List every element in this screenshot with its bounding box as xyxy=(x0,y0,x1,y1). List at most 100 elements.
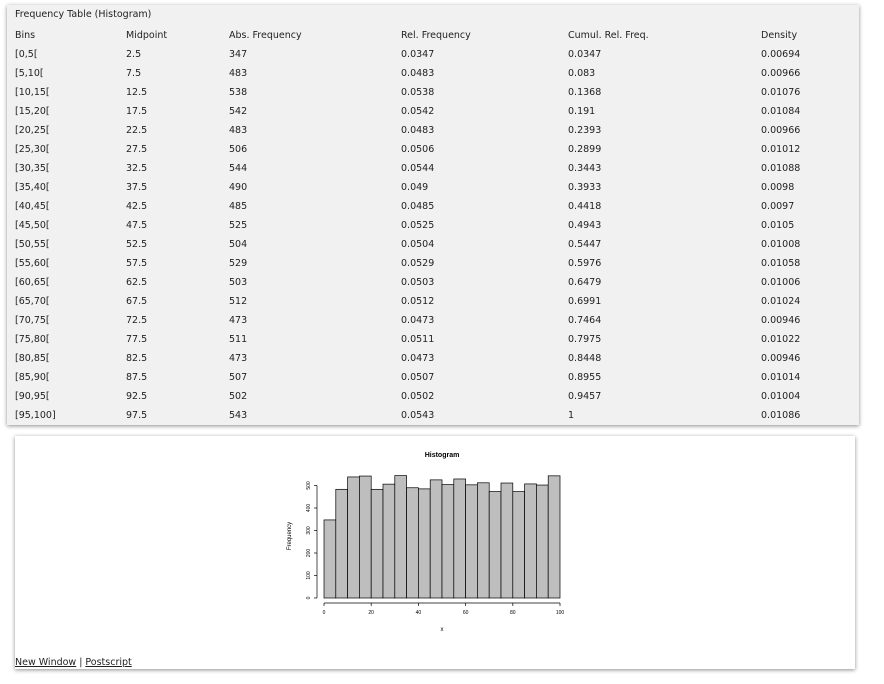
cell-bin: [95,100] xyxy=(15,410,56,421)
cell-midpoint: 67.5 xyxy=(126,296,148,307)
cell-cumul-rel-freq: 0.2899 xyxy=(568,144,602,155)
table-row: [50,55[52.5 504 0.0504 0.5447 0.01008 xyxy=(7,235,859,254)
cell-abs-frequency: 512 xyxy=(229,296,248,307)
x-tick-label: 80 xyxy=(510,610,516,616)
cell-density: 0.0098 xyxy=(761,182,795,193)
cell-bin: [30,35[ xyxy=(15,163,50,174)
histogram-bar xyxy=(441,484,455,599)
cell-abs-frequency: 542 xyxy=(229,106,248,117)
x-tick-label: 60 xyxy=(463,610,469,616)
cell-bin: [50,55[ xyxy=(15,239,50,250)
table-row: [55,60[57.5 529 0.0529 0.5976 0.01058 xyxy=(7,254,859,273)
histogram-bar xyxy=(536,484,549,599)
cell-midpoint: 87.5 xyxy=(126,372,148,383)
cell-midpoint: 37.5 xyxy=(126,182,148,193)
cell-cumul-rel-freq: 0.5976 xyxy=(568,258,602,269)
cell-rel-frequency: 0.0503 xyxy=(401,277,435,288)
column-header-bins: Bins xyxy=(15,30,36,41)
cell-rel-frequency: 0.0473 xyxy=(401,315,435,326)
x-axis-label: x xyxy=(441,627,444,633)
table-row: [35,40[37.5 490 0.049 0.3933 0.0098 xyxy=(7,178,859,197)
histogram-bar xyxy=(406,487,419,599)
cell-density: 0.01008 xyxy=(761,239,801,250)
cell-rel-frequency: 0.0504 xyxy=(401,239,435,250)
cell-midpoint: 47.5 xyxy=(126,220,148,231)
y-axis-label: Frequency xyxy=(287,522,293,550)
cell-density: 0.00694 xyxy=(761,49,801,60)
cell-rel-frequency: 0.0511 xyxy=(401,334,435,345)
cell-rel-frequency: 0.0538 xyxy=(401,87,435,98)
y-tick-label: 300 xyxy=(306,526,312,535)
histogram-bar xyxy=(465,484,478,599)
cell-density: 0.01014 xyxy=(761,372,801,383)
cell-midpoint: 42.5 xyxy=(126,201,148,212)
cell-rel-frequency: 0.0542 xyxy=(401,106,435,117)
table-header-row: Bins Midpoint Abs. Frequency Rel. Freque… xyxy=(7,26,859,45)
cell-density: 0.01012 xyxy=(761,144,801,155)
histogram-bar xyxy=(347,476,360,599)
cell-density: 0.01022 xyxy=(761,334,801,345)
cell-cumul-rel-freq: 0.2393 xyxy=(568,125,602,136)
cell-abs-frequency: 529 xyxy=(229,258,248,269)
cell-bin: [85,90[ xyxy=(15,372,50,383)
cell-bin: [10,15[ xyxy=(15,87,50,98)
cell-cumul-rel-freq: 0.5447 xyxy=(568,239,602,250)
table-row: [20,25[22.5 483 0.0483 0.2393 0.00966 xyxy=(7,121,859,140)
histogram-bar xyxy=(453,478,466,599)
frequency-table-panel: Frequency Table (Histogram) Bins Midpoin… xyxy=(7,5,859,425)
cell-abs-frequency: 506 xyxy=(229,144,248,155)
cell-rel-frequency: 0.0529 xyxy=(401,258,435,269)
postscript-link[interactable]: Postscript xyxy=(85,657,132,668)
histogram-bar xyxy=(477,482,490,599)
cell-cumul-rel-freq: 0.0347 xyxy=(568,49,602,60)
cell-rel-frequency: 0.0544 xyxy=(401,163,435,174)
table-row: [65,70[67.5 512 0.0512 0.6991 0.01024 xyxy=(7,292,859,311)
cell-rel-frequency: 0.0483 xyxy=(401,68,435,79)
cell-bin: [90,95[ xyxy=(15,391,50,402)
cell-density: 0.00946 xyxy=(761,315,801,326)
cell-abs-frequency: 490 xyxy=(229,182,248,193)
cell-rel-frequency: 0.0502 xyxy=(401,391,435,402)
cell-midpoint: 77.5 xyxy=(126,334,148,345)
table-row: [40,45[42.5 485 0.0485 0.4418 0.0097 xyxy=(7,197,859,216)
cell-midpoint: 97.5 xyxy=(126,410,148,421)
cell-midpoint: 7.5 xyxy=(126,68,142,79)
table-row: [85,90[87.5 507 0.0507 0.8955 0.01014 xyxy=(7,368,859,387)
y-tick-label: 200 xyxy=(306,549,312,558)
histogram-bar xyxy=(335,488,348,599)
histogram-chart: Histogram x Frequency 0 20 40 60 80 100 0 100 20… xyxy=(287,452,564,633)
cell-bin: [60,65[ xyxy=(15,277,50,288)
histogram-bar xyxy=(382,483,396,599)
new-window-link[interactable]: New Window xyxy=(15,657,77,668)
column-header-rel-frequency: Rel. Frequency xyxy=(401,30,471,41)
table-row: [90,95[92.5 502 0.0502 0.9457 0.01004 xyxy=(7,387,859,406)
cell-midpoint: 82.5 xyxy=(126,353,148,364)
cell-midpoint: 52.5 xyxy=(126,239,148,250)
cell-density: 0.00946 xyxy=(761,353,801,364)
table-row: [15,20[17.5 542 0.0542 0.191 0.01084 xyxy=(7,102,859,121)
histogram-bar xyxy=(418,488,431,599)
cell-midpoint: 22.5 xyxy=(126,125,148,136)
column-header-midpoint: Midpoint xyxy=(126,30,168,41)
chart-links: New Window | Postscript xyxy=(15,657,132,668)
cell-abs-frequency: 544 xyxy=(229,163,248,174)
table-row: [75,80[77.5 511 0.0511 0.7975 0.01022 xyxy=(7,330,859,349)
link-separator: | xyxy=(79,657,83,668)
cell-density: 0.01024 xyxy=(761,296,801,307)
cell-abs-frequency: 511 xyxy=(229,334,248,345)
cell-midpoint: 27.5 xyxy=(126,144,148,155)
column-header-density: Density xyxy=(761,30,798,41)
cell-rel-frequency: 0.049 xyxy=(401,182,429,193)
cell-cumul-rel-freq: 0.083 xyxy=(568,68,596,79)
histogram-bar xyxy=(512,491,525,599)
cell-bin: [65,70[ xyxy=(15,296,50,307)
cell-cumul-rel-freq: 0.7975 xyxy=(568,334,602,345)
cell-density: 0.01006 xyxy=(761,277,801,288)
table-row: [95,100] 97.5 543 0.0543 1 0.01086 xyxy=(7,406,859,425)
cell-abs-frequency: 347 xyxy=(229,49,248,60)
cell-rel-frequency: 0.0485 xyxy=(401,201,435,212)
histogram-bar xyxy=(394,475,407,599)
column-header-abs-frequency: Abs. Frequency xyxy=(229,30,302,41)
cell-cumul-rel-freq: 1 xyxy=(568,410,575,421)
cell-abs-frequency: 483 xyxy=(229,68,248,79)
